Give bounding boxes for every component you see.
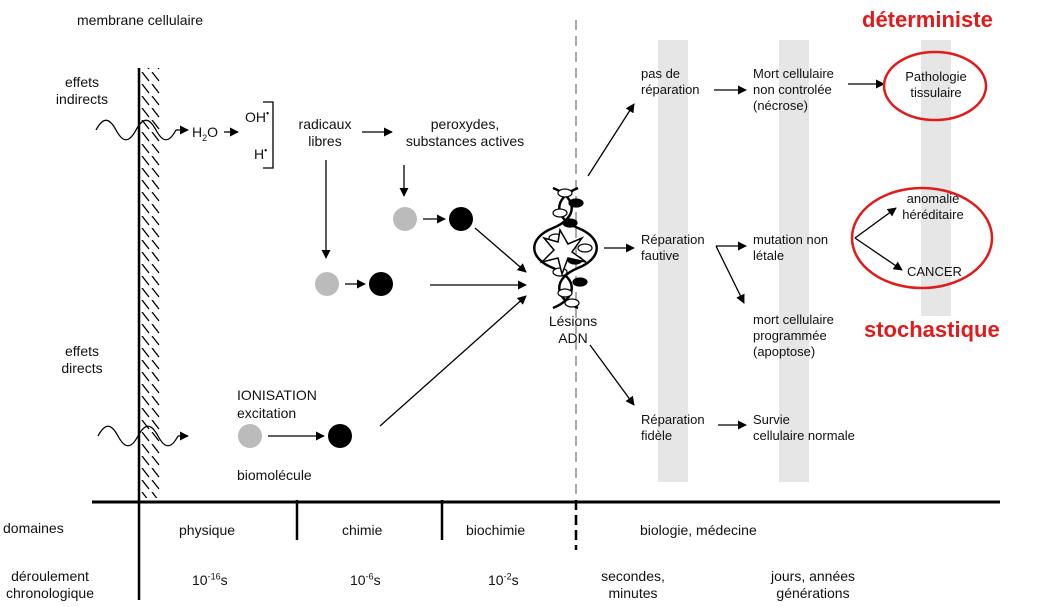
deterministe-label: déterministe <box>862 7 993 32</box>
lesions-adn-label: Lésions ADN <box>548 313 598 346</box>
reparation-fidele-label: Réparation fidèle <box>641 412 705 443</box>
biomolecule-label: biomolécule <box>237 467 312 483</box>
time-1e-6: 10-6s <box>350 571 381 588</box>
axis-row-chrono-label: déroulement chronologique <box>6 568 94 601</box>
cell-membrane <box>137 68 160 500</box>
radiation-wave-direct <box>97 425 179 447</box>
arrow-pas-reparation <box>587 103 635 177</box>
anomalie-label: anomalie héréditaire <box>902 191 964 222</box>
domain-biochimie: biochimie <box>466 522 526 538</box>
h2o-label: H2O <box>192 124 219 143</box>
mort-programmee-label: mort cellulaire programmée (apoptose) <box>753 312 834 359</box>
pas-reparation-label: pas de réparation <box>641 66 700 97</box>
arrow-to-anomalie <box>854 207 897 239</box>
h-radical-label: H• <box>254 145 268 162</box>
molecule-light-1 <box>393 207 417 231</box>
molecule-dark-2 <box>369 272 393 296</box>
arrow-to-cancer <box>854 237 903 271</box>
time-1e-16: 10-16s <box>192 571 228 588</box>
radicaux-libres-label: radicaux libres <box>298 116 352 149</box>
time-jours: jours, années générations <box>770 568 856 601</box>
stochastique-label: stochastique <box>864 317 1000 342</box>
oh-radical-label: OH• <box>245 108 270 125</box>
molecule-dark-3 <box>328 424 352 448</box>
time-secondes: secondes, minutes <box>601 568 665 601</box>
time-band-3 <box>921 40 951 316</box>
domain-chimie: chimie <box>342 522 383 538</box>
cancer-label: CANCER <box>907 264 962 279</box>
effets-directs-label: effets directs <box>61 343 103 376</box>
time-band-2 <box>779 40 809 482</box>
domain-physique: physique <box>179 522 236 538</box>
time-1e-2: 10-2s <box>488 571 519 588</box>
mort-non-controlee-label: Mort cellulaire non controlée (nécrose) <box>753 66 834 113</box>
peroxydes-label: peroxydes, substances actives <box>405 116 525 149</box>
arrow-to-mort-programmee <box>715 245 745 304</box>
molecule-light-3 <box>238 424 262 448</box>
molecule-dark-1 <box>449 207 473 231</box>
deterministic-ellipse <box>882 50 988 122</box>
arrow-to-dna-1 <box>474 227 527 273</box>
ionisation-label: IONISATION <box>237 387 317 403</box>
pathologie-label: Pathologie tissulaire <box>905 69 967 100</box>
molecule-light-2 <box>315 272 339 296</box>
time-band-1 <box>658 40 688 482</box>
excitation-label: excitation <box>237 405 297 421</box>
arrow-to-dna-3 <box>379 295 527 427</box>
arrow-reparation-fidele <box>589 344 635 406</box>
effets-indirects-label: effets indirects <box>55 74 109 107</box>
radiation-wave-indirect <box>95 119 177 141</box>
dna-helix-icon <box>533 186 598 310</box>
stochastic-ellipse <box>850 186 994 290</box>
mutation-label: mutation non létale <box>753 232 829 263</box>
survie-label: Survie cellulaire normale <box>753 412 855 443</box>
axis-row-domaines-label: domaines <box>3 520 64 536</box>
domain-biologie: biologie, médecine <box>640 522 757 538</box>
membrane-label: membrane cellulaire <box>77 12 204 28</box>
bracket-radicals <box>263 101 274 169</box>
reparation-fautive-label: Réparation fautive <box>641 232 705 263</box>
